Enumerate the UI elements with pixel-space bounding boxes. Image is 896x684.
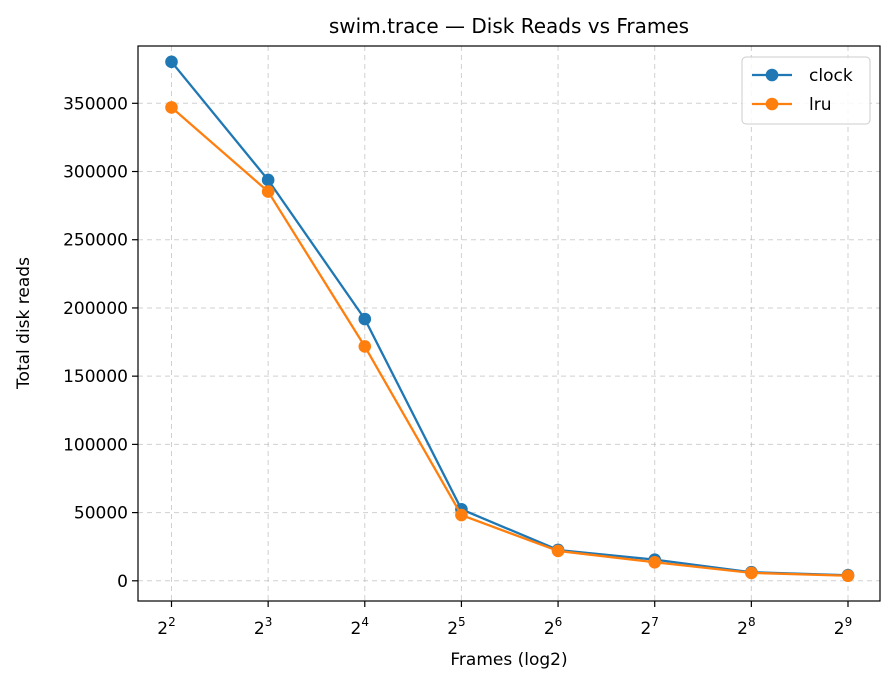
data-point-lru [261, 185, 275, 198]
x-axis-ticks: 22 23 24 25 26 27 28 29 [157, 601, 852, 639]
y-tick-label: 100000 [63, 435, 128, 455]
x-tick-label-base: 2 [834, 619, 845, 639]
data-point-clock [165, 55, 178, 69]
data-point-clock [261, 173, 275, 187]
y-tick-label: 200000 [63, 299, 128, 319]
x-tick-label: 28 [737, 615, 755, 639]
x-tick-label: 26 [544, 615, 562, 639]
x-tick-label: 25 [447, 615, 465, 639]
legend-label-clock: clock [809, 66, 853, 86]
x-tick-label: 22 [157, 615, 175, 639]
x-tick-label-exponent: 5 [458, 615, 466, 629]
data-point-lru [455, 508, 468, 522]
x-tick-label-base: 2 [544, 619, 555, 639]
x-tick-label-base: 2 [254, 619, 265, 639]
legend-item-lru: lru [752, 95, 832, 115]
data-point-lru [841, 569, 855, 583]
series-layer [165, 55, 855, 583]
legend-marker-lru [765, 97, 779, 111]
y-tick-label: 350000 [63, 94, 128, 114]
data-point-clock [358, 312, 372, 326]
x-tick-label-base: 2 [737, 619, 748, 639]
y-tick-label: 300000 [63, 163, 128, 183]
legend-marker-clock [765, 68, 779, 82]
y-axis-ticks: 0 50000 100000 150000 200000 250000 300000 3500… [63, 94, 138, 592]
x-tick-label-exponent: 2 [168, 615, 176, 629]
x-tick-label-base: 2 [157, 619, 168, 639]
x-tick-label-exponent: 3 [265, 615, 273, 629]
x-tick-label-base: 2 [640, 619, 651, 639]
legend: clock lru [741, 56, 871, 125]
legend-item-clock: clock [752, 66, 853, 86]
legend-label-lru: lru [809, 95, 832, 115]
data-point-lru [551, 544, 565, 558]
chart-title: swim.trace — Disk Reads vs Frames [329, 14, 689, 38]
x-tick-label-exponent: 4 [361, 615, 369, 629]
data-point-lru [165, 101, 178, 114]
x-tick-label-exponent: 9 [845, 615, 853, 629]
x-tick-label: 24 [351, 615, 369, 639]
y-axis-label: Total disk reads [14, 257, 34, 390]
y-tick-label: 50000 [74, 504, 128, 524]
x-tick-label-exponent: 8 [748, 615, 756, 629]
x-tick-label: 23 [254, 615, 272, 639]
x-tick-label: 27 [640, 615, 658, 639]
x-tick-label-base: 2 [351, 619, 362, 639]
plot-frame [137, 45, 881, 602]
y-tick-label: 0 [117, 572, 128, 592]
x-tick-label-exponent: 6 [555, 615, 563, 629]
series-lru [165, 101, 855, 583]
x-axis-label: Frames (log2) [450, 650, 567, 670]
series-line-lru [170, 106, 849, 577]
data-point-lru [648, 555, 662, 569]
data-point-lru [358, 340, 372, 353]
y-tick-label: 150000 [63, 367, 128, 387]
data-point-lru [745, 566, 758, 580]
y-tick-label: 250000 [63, 231, 128, 251]
x-tick-label-base: 2 [447, 619, 458, 639]
x-tick-label-exponent: 7 [651, 615, 659, 629]
x-tick-label: 29 [834, 615, 852, 639]
